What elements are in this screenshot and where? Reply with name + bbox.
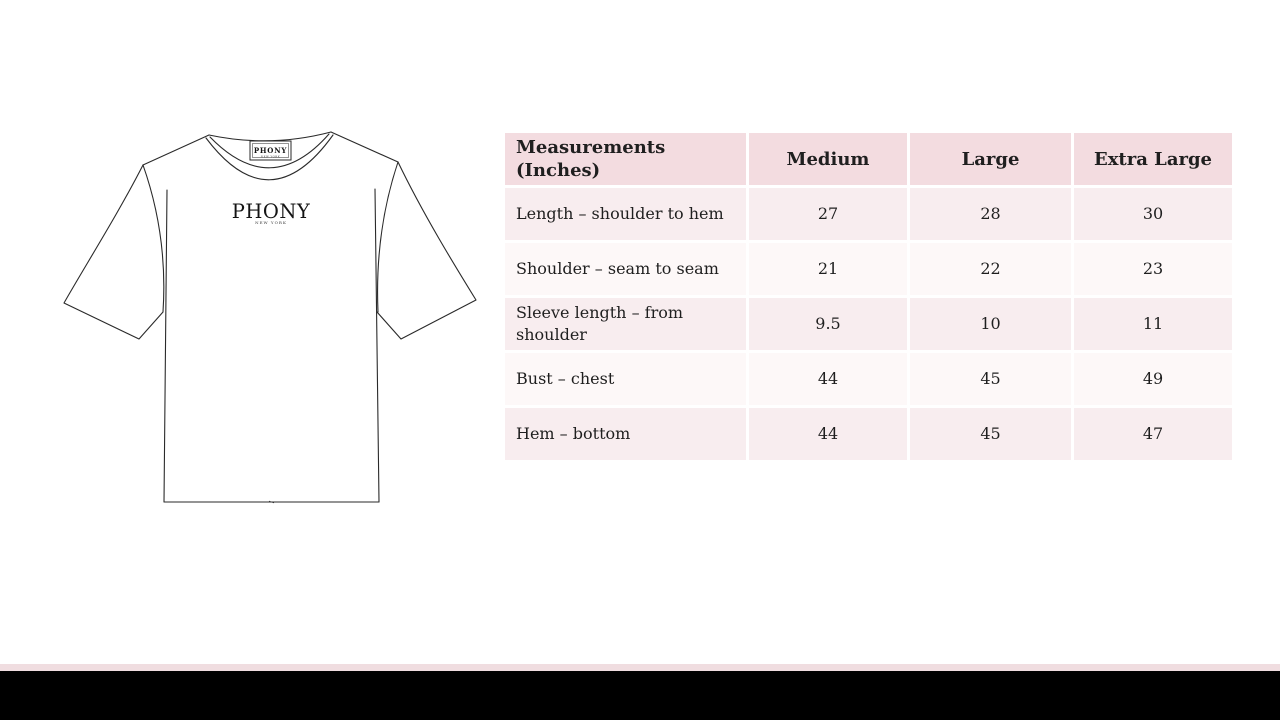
table-row-hem: Hem – bottom 44 45 47 [505,408,1232,460]
column-header-measurements: Measurements (Inches) [505,133,746,185]
row-label: Length – shoulder to hem [505,188,746,240]
tshirt-right-body-line [374,188,380,503]
tshirt-right-armhole-seam [376,161,399,313]
cell-extra-large: 49 [1074,353,1232,405]
column-header-medium: Medium [749,133,907,185]
cell-large: 45 [910,408,1071,460]
table-row-sleeve-length: Sleeve length – from shoulder 9.5 10 11 [505,298,1232,350]
cell-medium: 27 [749,188,907,240]
neck-label-box [249,140,292,161]
cell-extra-large: 23 [1074,243,1232,295]
tshirt-hem-notch [268,500,275,504]
column-header-extra-large: Extra Large [1074,133,1232,185]
row-label: Bust – chest [505,353,746,405]
table-row-bust: Bust – chest 44 45 49 [505,353,1232,405]
tshirt-left-shoulder-line [142,134,210,166]
size-chart-table: Measurements (Inches) Medium Large Extra… [502,130,1235,463]
tshirt-left-body-line [163,189,168,503]
size-chart-header-row: Measurements (Inches) Medium Large Extra… [505,133,1232,185]
table-row-shoulder: Shoulder – seam to seam 21 22 23 [505,243,1232,295]
footer-black-bar [0,671,1280,720]
tshirt-sketch: PHONY NEW YORK PHONY NEW YORK [63,131,477,504]
chest-print-brand-text: PHONY [232,200,311,223]
cell-large: 45 [910,353,1071,405]
cell-medium: 44 [749,353,907,405]
neck-label-inner-border [252,143,289,158]
tshirt-right-sleeve [376,161,477,340]
footer-pink-strip [0,664,1280,671]
tshirt-left-armhole-seam [142,164,165,313]
chest-print-city-text: NEW YORK [255,220,287,225]
cell-medium: 21 [749,243,907,295]
tshirt-left-sleeve [63,164,164,340]
row-label: Sleeve length – from shoulder [505,298,746,350]
cell-large: 28 [910,188,1071,240]
cell-extra-large: 30 [1074,188,1232,240]
cell-large: 22 [910,243,1071,295]
cell-medium: 9.5 [749,298,907,350]
cell-medium: 44 [749,408,907,460]
tshirt-collar-outer-arc [205,134,334,181]
table-row-length: Length – shoulder to hem 27 28 30 [505,188,1232,240]
tshirt-collar-back-edge [208,131,332,142]
tshirt-right-shoulder-line [330,131,399,163]
column-header-large: Large [910,133,1071,185]
neck-label-brand-text: PHONY [254,146,288,155]
cell-large: 10 [910,298,1071,350]
neck-label-city-text: NEW YORK [261,155,280,159]
row-label: Hem – bottom [505,408,746,460]
tshirt-illustration: PHONY NEW YORK PHONY NEW YORK [63,126,477,504]
tshirt-collar-inner-arc [209,133,330,169]
cell-extra-large: 11 [1074,298,1232,350]
cell-extra-large: 47 [1074,408,1232,460]
row-label: Shoulder – seam to seam [505,243,746,295]
